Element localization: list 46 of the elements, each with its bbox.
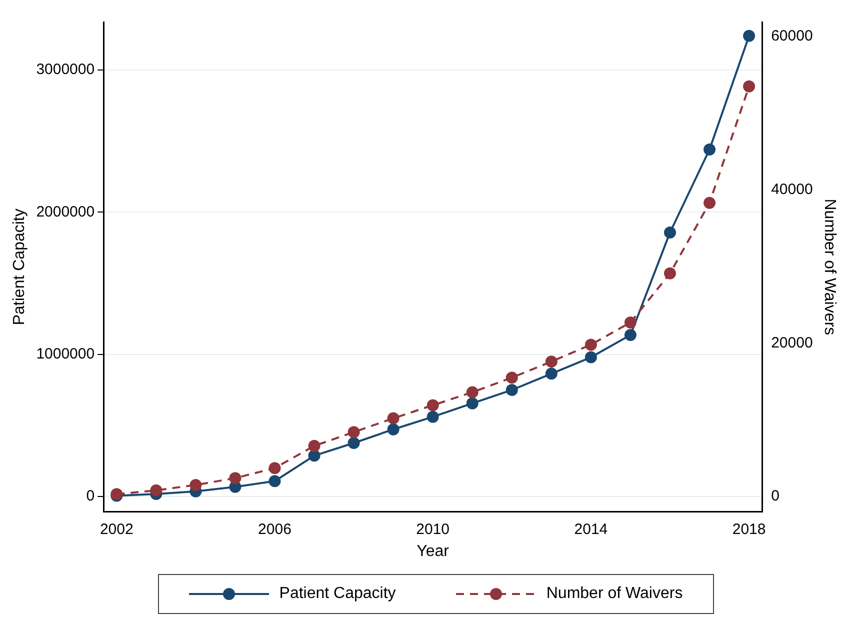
point <box>545 356 558 368</box>
x-tick-label: 2002 <box>100 520 134 538</box>
y2-tick-label: 40000 <box>771 181 813 198</box>
x-tick-label: 2014 <box>574 520 608 538</box>
point <box>664 226 676 239</box>
point <box>426 410 439 423</box>
point <box>743 30 756 42</box>
point <box>624 316 636 328</box>
y-tick-label: 1000000 <box>36 345 95 362</box>
point <box>190 478 202 491</box>
point <box>268 475 281 488</box>
y2-tick-label: 60000 <box>771 28 813 45</box>
point <box>743 80 756 92</box>
legend-label: Number of Waivers <box>546 585 683 603</box>
point <box>506 372 518 384</box>
point <box>150 484 162 496</box>
y-tick-label: 2000000 <box>36 203 95 220</box>
x-tick-label: 2006 <box>258 520 292 538</box>
point <box>348 426 360 438</box>
point <box>545 368 558 380</box>
point <box>387 412 400 424</box>
y-tick-label: 3000000 <box>36 61 95 78</box>
point <box>506 384 518 396</box>
point <box>466 397 478 410</box>
y2-tick-label: 20000 <box>771 334 813 352</box>
x-axis-title: Year <box>416 542 450 560</box>
point <box>308 440 320 452</box>
y2-axis-title: Number of Waivers <box>820 198 838 336</box>
point <box>664 267 676 280</box>
x-tick-label: 2010 <box>416 520 450 538</box>
point <box>348 437 360 450</box>
point <box>426 399 439 412</box>
y-tick-label: 0 <box>86 488 95 505</box>
point <box>387 423 400 436</box>
point <box>584 351 597 364</box>
legend-label: Patient Capacity <box>279 585 396 603</box>
point <box>466 386 478 398</box>
point <box>624 328 636 341</box>
point <box>229 472 242 484</box>
point <box>704 196 716 209</box>
point <box>268 462 281 474</box>
point <box>584 338 597 351</box>
x-tick-label: 2018 <box>732 520 766 538</box>
point <box>704 143 716 156</box>
y2-tick-label: 0 <box>771 488 780 505</box>
y-axis-title: Patient Capacity <box>11 208 28 326</box>
